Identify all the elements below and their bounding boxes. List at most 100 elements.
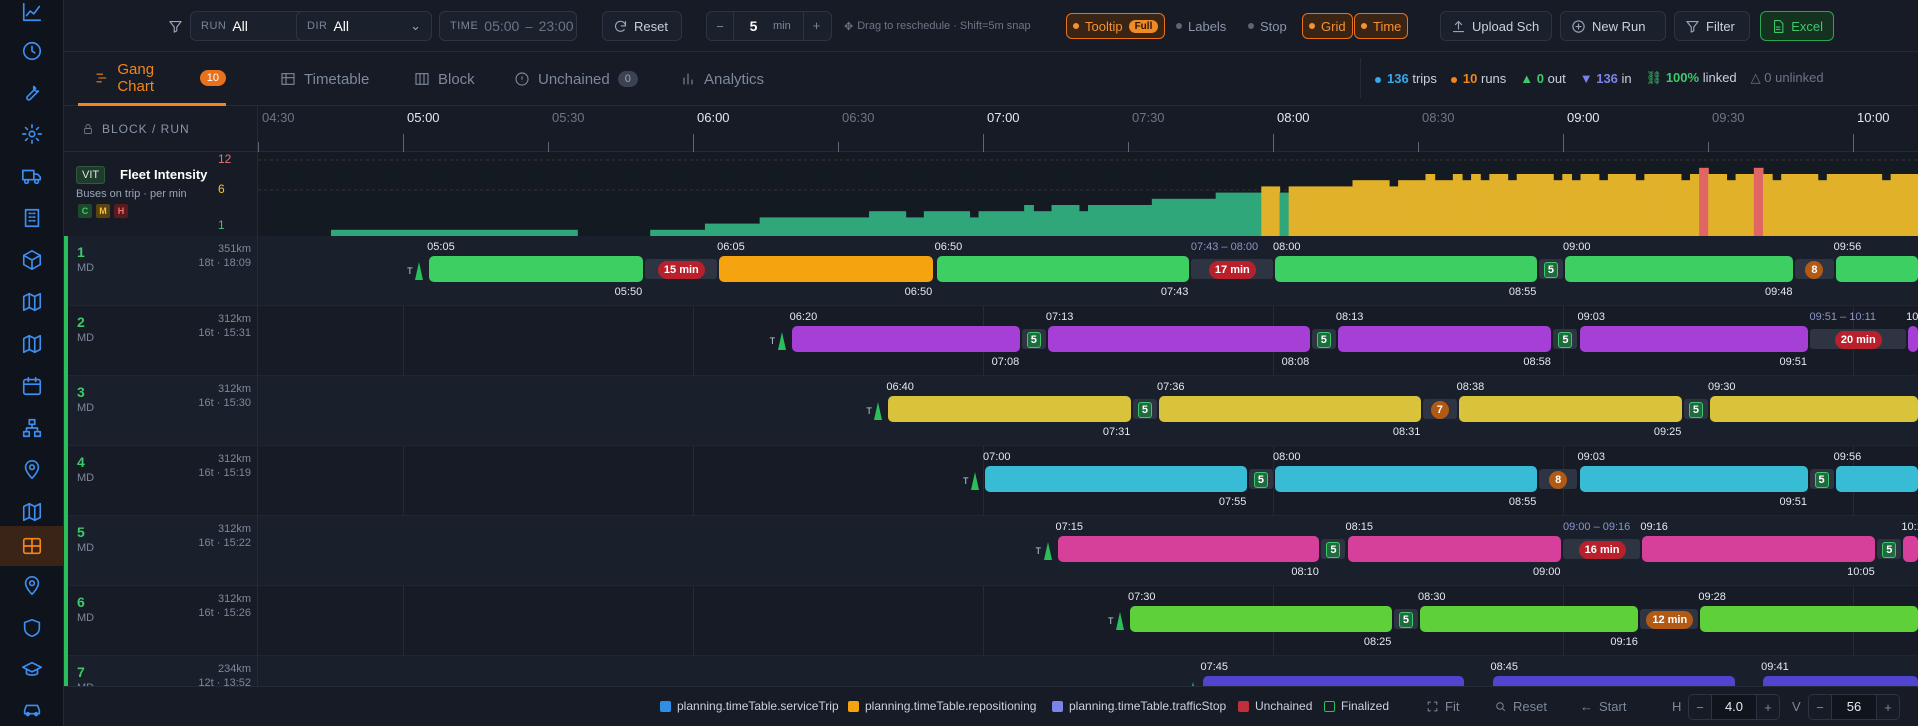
- map-icon[interactable]: [12, 284, 52, 320]
- layover-badge[interactable]: 5: [1543, 262, 1558, 278]
- layover-badge[interactable]: 5: [1814, 472, 1829, 488]
- grid-toggle[interactable]: Grid: [1302, 13, 1353, 39]
- minus-icon[interactable]: −: [1816, 699, 1824, 715]
- trip-bar[interactable]: [1700, 606, 1918, 632]
- run-label-cell[interactable]: 4 MD 312km 16t · 15:19: [64, 446, 258, 516]
- plus-icon[interactable]: +: [803, 12, 829, 40]
- tab-unchained[interactable]: Unchained 0: [514, 52, 638, 106]
- layover-badge[interactable]: 5: [1398, 612, 1413, 628]
- tooltip-toggle[interactable]: Tooltip Full: [1066, 13, 1166, 39]
- car-icon[interactable]: [12, 692, 52, 726]
- trip-bar[interactable]: [1565, 256, 1793, 282]
- layover-badge[interactable]: 5: [1558, 332, 1573, 348]
- step-stepper[interactable]: − 5 min +: [706, 11, 832, 41]
- layover-badge[interactable]: 5: [1316, 332, 1331, 348]
- run-label-cell[interactable]: 6 MD 312km 16t · 15:26: [64, 586, 258, 656]
- layover-badge[interactable]: 15 min: [657, 261, 705, 279]
- trip-bar[interactable]: [1763, 676, 1918, 686]
- fit-button[interactable]: Fit: [1426, 699, 1459, 714]
- tab-timetable[interactable]: Timetable: [280, 52, 369, 106]
- clock-icon[interactable]: [12, 33, 52, 69]
- minus-icon[interactable]: −: [1696, 699, 1704, 715]
- run-label-cell[interactable]: 5 MD 312km 16t · 15:22: [64, 516, 258, 586]
- layover-badge[interactable]: 20 min: [1834, 331, 1882, 349]
- wrench-icon[interactable]: [12, 74, 52, 110]
- trip-bar[interactable]: [1130, 606, 1392, 632]
- chip-m[interactable]: M: [96, 204, 110, 218]
- time-toggle[interactable]: Time: [1354, 13, 1409, 39]
- trip-bar[interactable]: [1908, 326, 1918, 352]
- gear-icon[interactable]: [12, 116, 52, 152]
- trip-bar[interactable]: [429, 256, 643, 282]
- dir-select[interactable]: DIR All ⌄: [296, 11, 432, 41]
- chip-h[interactable]: H: [114, 204, 128, 218]
- trip-bar[interactable]: [1642, 536, 1876, 562]
- filter-button[interactable]: Filter: [1674, 11, 1750, 41]
- new-run-button[interactable]: New Run: [1560, 11, 1666, 41]
- trip-bar[interactable]: [1275, 256, 1537, 282]
- trip-bar[interactable]: [1420, 606, 1639, 632]
- plus-icon[interactable]: +: [1884, 699, 1892, 715]
- layover-badge[interactable]: 16 min: [1578, 541, 1626, 559]
- v-value[interactable]: 56: [1831, 695, 1877, 719]
- tab-gang-chart[interactable]: Gang Chart 10: [78, 52, 226, 106]
- shield-icon[interactable]: [12, 610, 52, 646]
- layover-badge[interactable]: 5: [1882, 542, 1897, 558]
- run-label-cell[interactable]: 2 MD 312km 16t · 15:31: [64, 306, 258, 376]
- tab-block[interactable]: Block: [414, 52, 475, 106]
- time-from[interactable]: 05:00: [484, 18, 520, 34]
- run-label-cell[interactable]: 1 MD 351km 18t · 18:09: [64, 236, 258, 306]
- truck-icon[interactable]: [12, 158, 52, 194]
- trip-bar[interactable]: [1835, 256, 1918, 282]
- trip-bar[interactable]: [1275, 466, 1537, 492]
- trip-bar[interactable]: [1492, 676, 1735, 686]
- chip-c[interactable]: C: [78, 204, 92, 218]
- h-stepper[interactable]: − 4.0 +: [1688, 694, 1780, 720]
- reset-button[interactable]: Reset: [602, 11, 682, 41]
- trip-bar[interactable]: [888, 396, 1131, 422]
- network-icon[interactable]: [12, 410, 52, 446]
- trip-bar[interactable]: [1337, 326, 1552, 352]
- upload-schedule-button[interactable]: Upload Sch: [1440, 11, 1552, 41]
- time-to[interactable]: 23:00: [538, 18, 574, 34]
- trip-bar[interactable]: [1903, 536, 1918, 562]
- layover-badge[interactable]: 8: [1549, 471, 1568, 489]
- trip-bar[interactable]: [719, 256, 933, 282]
- trip-bar[interactable]: [791, 326, 1020, 352]
- trip-bar[interactable]: [1835, 466, 1918, 492]
- layover-badge[interactable]: 5: [1688, 402, 1703, 418]
- trip-bar[interactable]: [1047, 326, 1310, 352]
- calendar-icon[interactable]: [12, 368, 52, 404]
- building-icon[interactable]: [12, 200, 52, 236]
- box-icon[interactable]: [12, 242, 52, 278]
- trip-bar[interactable]: [1202, 676, 1465, 686]
- filter-funnel-icon[interactable]: [164, 11, 193, 41]
- zoom-reset-button[interactable]: Reset: [1494, 699, 1547, 714]
- go-start-button[interactable]: ← Start: [1580, 699, 1626, 714]
- time-range-input[interactable]: TIME 05:00 – 23:00: [439, 11, 577, 41]
- h-value[interactable]: 4.0: [1711, 695, 1757, 719]
- trip-bar[interactable]: [1579, 326, 1808, 352]
- labels-toggle[interactable]: Labels: [1172, 13, 1230, 39]
- layover-badge[interactable]: 5: [1137, 402, 1152, 418]
- trip-bar[interactable]: [1159, 396, 1421, 422]
- tab-analytics[interactable]: Analytics: [680, 52, 764, 106]
- map-fold-icon[interactable]: [12, 494, 52, 530]
- plus-icon[interactable]: +: [1764, 699, 1772, 715]
- trip-bar[interactable]: [985, 466, 1247, 492]
- graduation-icon[interactable]: [12, 652, 52, 688]
- trip-bar[interactable]: [936, 256, 1189, 282]
- layover-badge[interactable]: 8: [1805, 261, 1824, 279]
- run-label-cell[interactable]: 3 MD 312km 16t · 15:30: [64, 376, 258, 446]
- layover-badge[interactable]: 5: [1253, 472, 1268, 488]
- trip-bar[interactable]: [1458, 396, 1682, 422]
- pin-icon[interactable]: [12, 568, 52, 604]
- excel-export-button[interactable]: Excel: [1760, 11, 1834, 41]
- trip-bar[interactable]: [1710, 396, 1918, 422]
- v-stepper[interactable]: − 56 +: [1808, 694, 1900, 720]
- trip-bar[interactable]: [1057, 536, 1320, 562]
- map-alt-icon[interactable]: [12, 326, 52, 362]
- layover-badge[interactable]: 17 min: [1208, 261, 1256, 279]
- analytics-icon[interactable]: [12, 0, 52, 30]
- gang-chart-icon[interactable]: [0, 526, 64, 566]
